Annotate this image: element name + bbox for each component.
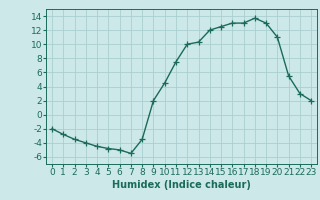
X-axis label: Humidex (Indice chaleur): Humidex (Indice chaleur) <box>112 180 251 190</box>
